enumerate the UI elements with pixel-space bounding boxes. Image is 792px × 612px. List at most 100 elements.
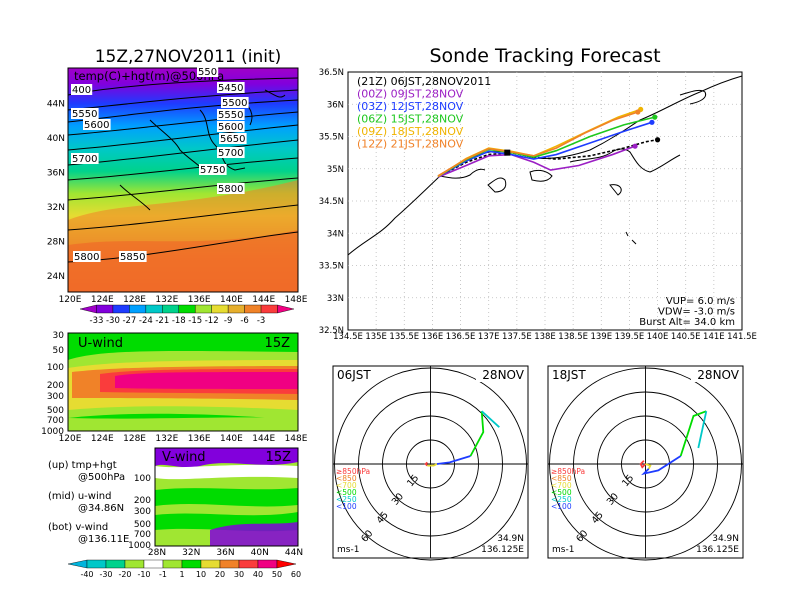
track-param: VDW= -3.0 m/s [658,307,735,318]
temp-colorbar-label: -6 [240,316,248,326]
hodograph-unit: ms-1 [552,545,574,555]
temp-colorbar-swatch [178,304,196,314]
contour-label-bg [219,133,247,144]
u-x-tick: 140E [220,434,243,444]
wind-colorbar-label: 1 [179,570,184,579]
u-y-tick: 50 [53,346,65,356]
legend-note-line-a: (up) tmp+hgt [48,460,117,471]
track-x-tick: 141E [703,332,725,342]
temp-colorbar-label: -9 [224,316,232,326]
contour-label-bg [217,109,245,120]
temp-colorbar-label: -21 [155,316,169,326]
temp-x-tick: 140E [220,295,243,305]
v-y-tick: 200 [134,496,151,506]
temp-contour-label: 550 [198,67,217,78]
v-y-tick: 700 [134,530,151,540]
track-legend-entry: (00Z) 09JST,28NOV [357,88,464,101]
v-x-ticks: 28N 32N 36N 40N 44N [148,548,303,558]
temp-y-tick: 44N [47,100,65,110]
temp-contour-label: 5750 [200,165,225,176]
v-y-tick: 300 [134,507,151,517]
track-legend-entry: (03Z) 12JST,28NOV [357,100,464,113]
wind-colorbar-swatch [200,559,221,569]
u-y-tick: 30 [53,331,65,341]
hodograph-label-bg [334,367,374,382]
wind-colorbar-swatch [276,559,297,569]
temp-contour-label: 5500 [222,98,247,109]
temp-contour-label: 5700 [72,154,97,165]
temp-colorbar-label: -3 [257,316,265,326]
contour-label-bg [119,251,147,262]
track-y-tick: 36.5N [319,68,344,78]
contour-label-bg [199,164,227,175]
hodograph-level: <500 [551,488,572,497]
track-x-tick: 138E [534,332,556,342]
v-x-tick: 32N [182,548,200,558]
temp-colorbar-label: -33 [90,316,104,326]
track-param: VUP= 6.0 m/s [666,296,735,307]
v-y-tick: 1000 [128,541,151,551]
u-x-ticks: 120E 124E 128E 132E 136E 140E 144E 148E [59,434,308,444]
hodograph-trace [679,410,707,457]
hodograph-level: <250 [336,495,357,504]
hodograph-trace [645,463,652,470]
track-x-tick: 135E [365,332,387,342]
wind-colorbar-swatch [257,559,278,569]
track-y-tick: 33.5N [319,262,344,272]
wind-colorbar-label: 30 [234,570,244,579]
temp-colorbar-swatch [260,304,278,314]
wind-colorbar-label: -40 [80,570,93,579]
track-legend-entry: (21Z) 06JST,28NOV2011 [357,75,491,88]
temp-colorbar-swatch [112,304,130,314]
legend-note-line-a: (bot) v-wind [48,522,108,533]
temp-y-tick: 32N [47,203,65,213]
track-x-tick: 138.5E [558,332,588,342]
hodograph-lat: 34.9N [497,534,524,544]
track-y-tick: 35.5N [319,133,344,143]
v-x-tick: 40N [251,548,269,558]
contour-label-bg [217,147,245,158]
track-endpoint [632,143,638,149]
v-x-tick: 36N [216,548,234,558]
u-x-tick: 136E [188,434,211,444]
contour-label-bg [71,153,99,164]
temp-contour-labels: 4005550560054505500555056005650570057005… [71,66,249,263]
u-x-tick: 144E [252,434,275,444]
track-endpoint [652,114,658,120]
track-x-tick: 139.5E [615,332,645,342]
wind-colorbar-swatch [181,559,202,569]
temp-y-tick: 40N [47,134,65,144]
v-y-tick: 500 [134,520,151,530]
u-y-tick: 300 [47,392,64,402]
track-endpoint [649,119,655,125]
track-endpoint [635,109,641,115]
hodograph-trace [697,411,708,449]
hodograph-level: ≥850hPa [551,467,585,476]
temp-contour-label: 400 [72,85,91,96]
hodograph-label-bg [549,367,589,382]
wind-colorbar-label: -20 [118,570,131,579]
wind-colorbar-label: -30 [99,570,112,579]
hodograph-level: <250 [551,495,572,504]
u-x-tick: 132E [155,434,178,444]
u-y-tick: 200 [47,381,64,391]
temp-contour-label: 5800 [74,252,99,263]
hodograph-time: 18JST [552,368,586,382]
track-legend: (21Z) 06JST,28NOV2011(00Z) 09JST,28NOV(0… [357,75,491,151]
track-legend-entry: (06Z) 15JST,28NOV [357,113,464,126]
wind-colorbar-label: 20 [215,570,225,579]
legend-note-line-b: @34.86N [78,503,124,514]
hodograph-level: <850 [551,474,572,483]
u-wind-time: 15Z [265,336,291,351]
hodograph-level: <700 [551,481,572,490]
hodograph-trace [436,455,471,465]
v-x-tick: 44N [285,548,303,558]
u-wind-panel: U-wind 15Z 120E 124E 128E 132E 136E 140E 144E 1… [41,331,308,444]
track-endpoint [654,137,661,143]
u-wind-label: U-wind [78,336,123,351]
track-y-tick: 32.5N [319,326,344,336]
contour-label-bg [217,82,245,93]
temp-colorbar-swatch [195,304,212,314]
track-y-tick: 35N [327,165,344,175]
